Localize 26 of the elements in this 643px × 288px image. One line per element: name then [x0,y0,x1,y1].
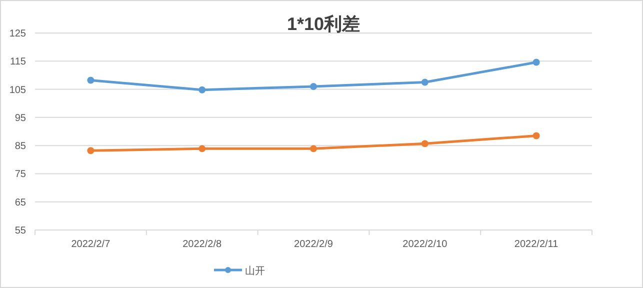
x-tick-label: 2022/2/9 [294,239,334,250]
y-tick-label: 65 [14,197,26,208]
y-tick-label: 115 [10,56,26,68]
x-tick-label: 2022/2/8 [182,239,222,250]
point [198,145,206,152]
y-tick-label: 95 [14,112,26,124]
chart-title: 1*10利差 [286,14,360,34]
point [87,76,94,84]
y-tick-label: 105 [9,84,26,96]
point [421,140,428,148]
legend-label: 山开 [245,265,265,277]
point [532,58,540,66]
x-tick-label: 2022/2/11 [514,239,559,250]
point [421,78,428,86]
y-tick-label: 55 [14,226,26,236]
point [310,145,317,152]
y-tick-label: 125 [9,28,26,40]
legend-山开: 山开 [214,266,265,277]
point [87,147,94,154]
y-tick-label: 75 [14,169,26,180]
point [198,86,206,94]
y-tick-label: 85 [14,141,26,152]
x-tick-label: 2022/2/10 [402,239,448,250]
point [310,82,317,90]
x-tick-label: 2022/2/7 [71,239,111,250]
point [532,132,540,140]
